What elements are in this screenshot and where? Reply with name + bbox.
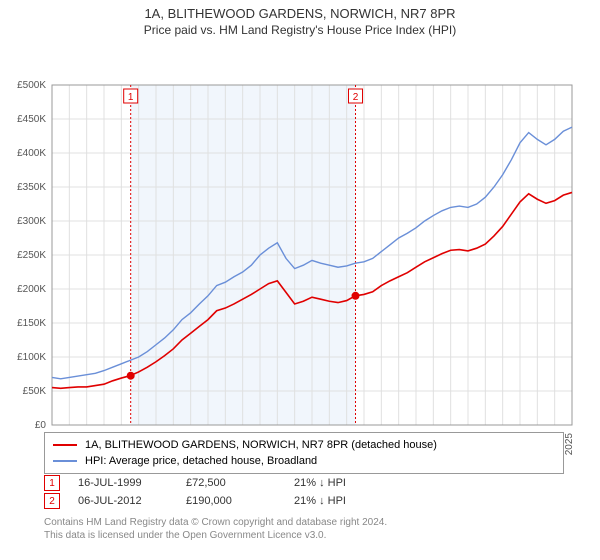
transaction-date: 16-JUL-1999 (78, 477, 168, 489)
title-subtitle: Price paid vs. HM Land Registry's House … (0, 23, 600, 37)
footer-line-1: Contains HM Land Registry data © Crown c… (44, 516, 564, 529)
legend: 1A, BLITHEWOOD GARDENS, NORWICH, NR7 8PR… (44, 432, 564, 474)
footer-line-2: This data is licensed under the Open Gov… (44, 529, 564, 542)
legend-label: HPI: Average price, detached house, Broa… (85, 455, 317, 467)
footer-attribution: Contains HM Land Registry data © Crown c… (44, 516, 564, 542)
svg-text:£250K: £250K (17, 250, 46, 261)
legend-label: 1A, BLITHEWOOD GARDENS, NORWICH, NR7 8PR… (85, 439, 437, 451)
titles: 1A, BLITHEWOOD GARDENS, NORWICH, NR7 8PR… (0, 0, 600, 37)
legend-swatch (53, 460, 77, 462)
transaction-price: £190,000 (186, 495, 276, 507)
svg-text:£450K: £450K (17, 114, 46, 125)
svg-text:£500K: £500K (17, 80, 46, 91)
transactions-table: 1 16-JUL-1999 £72,500 21% ↓ HPI 2 06-JUL-2012… (44, 474, 564, 510)
svg-text:£400K: £400K (17, 148, 46, 159)
svg-text:£100K: £100K (17, 352, 46, 363)
transaction-delta: 21% ↓ HPI (294, 495, 384, 507)
transaction-marker-icon: 1 (44, 475, 60, 491)
transaction-price: £72,500 (186, 477, 276, 489)
legend-row: 1A, BLITHEWOOD GARDENS, NORWICH, NR7 8PR… (53, 437, 555, 453)
line-chart: £0 £50K £100K £150K £200K £250K £300K £350K £400… (0, 37, 600, 467)
transaction-row: 2 06-JUL-2012 £190,000 21% ↓ HPI (44, 492, 564, 510)
svg-text:1: 1 (128, 92, 134, 103)
svg-text:2025: 2025 (564, 433, 575, 456)
transaction-row: 1 16-JUL-1999 £72,500 21% ↓ HPI (44, 474, 564, 492)
svg-text:£200K: £200K (17, 284, 46, 295)
legend-swatch (53, 444, 77, 446)
chart-container: 1A, BLITHEWOOD GARDENS, NORWICH, NR7 8PR… (0, 0, 600, 560)
title-address: 1A, BLITHEWOOD GARDENS, NORWICH, NR7 8PR (0, 6, 600, 21)
transaction-delta: 21% ↓ HPI (294, 477, 384, 489)
transaction-date: 06-JUL-2012 (78, 495, 168, 507)
svg-text:£350K: £350K (17, 182, 46, 193)
svg-text:2: 2 (353, 92, 359, 103)
transaction-marker-icon: 2 (44, 493, 60, 509)
svg-text:£50K: £50K (23, 386, 47, 397)
legend-row: HPI: Average price, detached house, Broa… (53, 453, 555, 469)
svg-text:£150K: £150K (17, 318, 46, 329)
svg-text:£0: £0 (35, 420, 47, 431)
svg-text:£300K: £300K (17, 216, 46, 227)
